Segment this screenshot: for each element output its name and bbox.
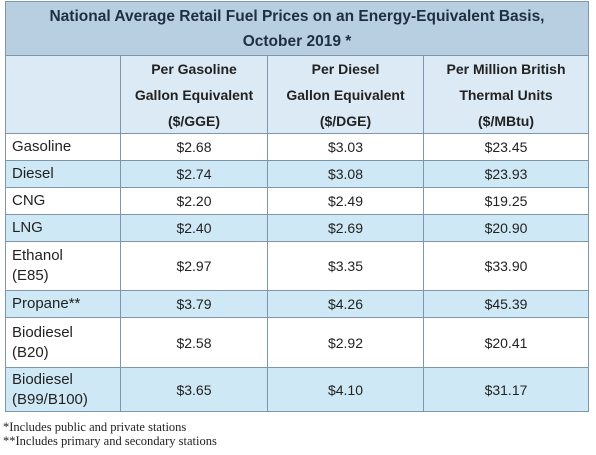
fuel-name-cell: Biodiesel (B20) [6,318,121,367]
dge-price-cell: $4.26 [268,291,424,317]
dge-price-cell: $3.08 [268,161,424,187]
table-row: Diesel $2.74 $3.08 $23.93 [6,161,588,188]
footnote-public-private: *Includes public and private stations [3,420,187,434]
fuel-name: Propane** [12,295,81,312]
header-mbtu-unit: ($/MBtu) [478,113,534,129]
fuel-price-table: National Average Retail Fuel Prices on a… [5,1,589,412]
fuel-name-cell: Diesel [6,161,121,187]
dge-price-cell: $3.03 [268,134,424,160]
table-row: LNG $2.40 $2.69 $20.90 [6,215,588,242]
fuel-name: Ethanol [12,247,63,264]
dge-price-cell: $3.35 [268,242,424,290]
fuel-name-cell: Gasoline [6,134,121,160]
fuel-name: Biodiesel [12,323,73,341]
gge-price-cell: $2.97 [121,242,268,290]
table-row: Biodiesel (B20) $2.58 $2.92 $20.41 [6,318,588,368]
gge-price-cell: $2.68 [121,134,268,160]
header-dge-unit: ($/DGE) [319,113,372,129]
dge-price-cell: $2.49 [268,188,424,214]
mbtu-price-cell: $20.41 [484,334,528,351]
fuel-name-cell: LNG [6,215,121,241]
table-row: Ethanol (E85) $2.97 $3.35 $33.90 [6,242,588,291]
fuel-name-suffix: (E85) [12,267,49,284]
mbtu-price-cell: $23.45 [484,139,528,155]
dge-price-cell: $2.92 [268,318,424,367]
mbtu-price-cell: $45.39 [484,296,528,312]
header-mbtu-line-2: Thermal Units [459,87,553,103]
table-row: Propane** $3.79 $4.26 $45.39 [6,291,588,318]
header-mbtu-column: Per Million British Thermal Units ($/MBt… [424,56,588,134]
dge-price-cell: $4.10 [268,368,424,411]
gge-price-cell: $2.74 [121,161,268,187]
table-title: National Average Retail Fuel Prices on a… [6,2,588,56]
mbtu-price-cell: $33.90 [484,258,528,274]
dge-price-cell: $2.69 [268,215,424,241]
gge-price-cell: $2.40 [121,215,268,241]
header-gge-unit: ($/GGE) [167,113,221,129]
fuel-name-cell: Ethanol (E85) [6,242,121,290]
header-mbtu-line-1: Per Million British [446,61,566,77]
table-row: Gasoline $2.68 $3.03 $23.45 [6,134,588,161]
fuel-name: Diesel [12,165,54,182]
fuel-name: Gasoline [12,138,72,155]
fuel-name-cell: Biodiesel (B99/B100) [6,368,121,411]
mbtu-price-cell: $20.90 [484,220,528,236]
header-gge-line-1: Per Gasoline [151,61,237,77]
title-line-2: October 2019 * [242,33,352,50]
fuel-name-suffix: (B20) [12,343,49,361]
header-dge-line-2: Gallon Equivalent [286,87,405,103]
mbtu-price-cell: $23.93 [484,166,528,182]
header-dge-column: Per Diesel Gallon Equivalent ($/DGE) [268,56,424,134]
header-gge-line-2: Gallon Equivalent [134,87,254,103]
fuel-name-suffix: (B99/B100) [12,390,88,408]
fuel-name: CNG [12,192,46,209]
gge-price-cell: $3.65 [121,368,268,411]
title-line-1: National Average Retail Fuel Prices on a… [49,8,545,25]
mbtu-price-cell: $31.17 [484,381,528,398]
table-row: CNG $2.20 $2.49 $19.25 [6,188,588,215]
header-dge-line-1: Per Diesel [311,61,380,77]
header-fuel-column [6,56,121,134]
gge-price-cell: $2.58 [121,318,268,367]
table-row: Biodiesel (B99/B100) $3.65 $4.10 $31.17 [6,368,588,411]
fuel-name-cell: Propane** [6,291,121,317]
fuel-name: LNG [12,219,43,236]
gge-price-cell: $2.20 [121,188,268,214]
header-gge-column: Per Gasoline Gallon Equivalent ($/GGE) [121,56,268,134]
fuel-name: Biodiesel [12,370,73,388]
fuel-name-cell: CNG [6,188,121,214]
gge-price-cell: $3.79 [121,291,268,317]
mbtu-price-cell: $19.25 [484,193,528,209]
footnote-primary-secondary: **Includes primary and secondary station… [3,434,217,448]
